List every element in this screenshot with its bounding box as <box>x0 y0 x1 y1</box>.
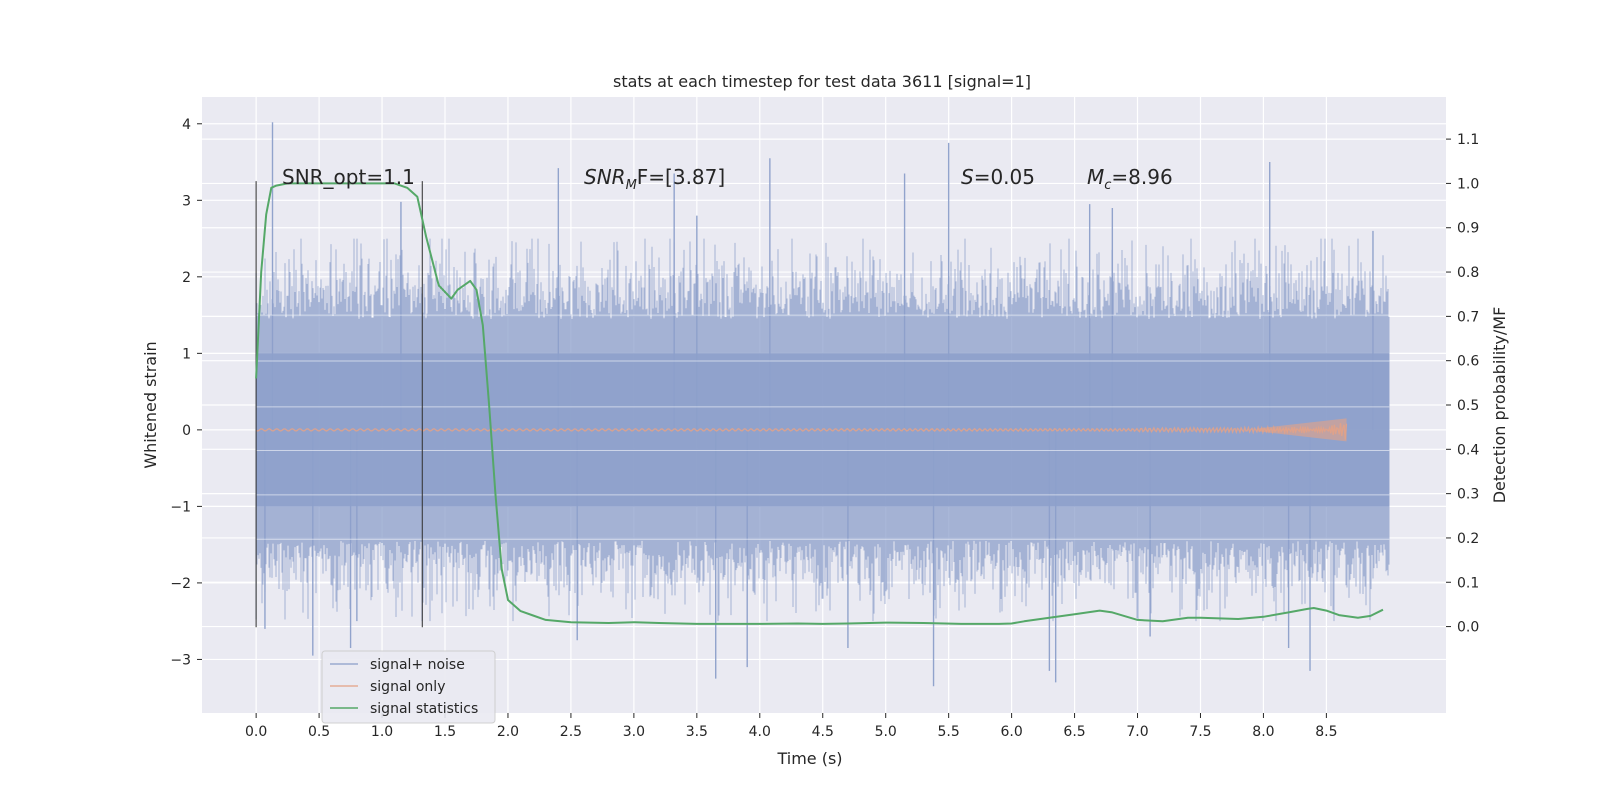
signal-statistics-line <box>255 182 1384 625</box>
mc-value: =8.96 <box>1111 165 1172 189</box>
y-tick-label: 2 <box>182 270 191 286</box>
y2-tick-label: 0.6 <box>1457 354 1479 370</box>
signal-only-line <box>255 423 1348 440</box>
legend-label-signal-statistics: signal statistics <box>370 701 478 717</box>
legend: signal+ noise signal only signal statist… <box>321 650 496 724</box>
x-tick-label: 7.5 <box>1189 724 1211 740</box>
x-tick-label: 6.5 <box>1063 724 1085 740</box>
y-tick-label: −1 <box>170 499 191 515</box>
x-tick-label: 2.5 <box>560 724 582 740</box>
x-tick-label: 5.5 <box>938 724 960 740</box>
y2-tick-label: 1.1 <box>1457 132 1479 148</box>
signal-noise-series <box>255 122 1390 687</box>
x-tick-label: 1.5 <box>434 724 456 740</box>
s-variable: S <box>961 165 974 189</box>
x-tick-label: 3.0 <box>623 724 645 740</box>
y2-tick-label: 0.4 <box>1457 442 1479 458</box>
y2-tick-label: 0.0 <box>1457 620 1479 636</box>
x-tick-label: 3.5 <box>686 724 708 740</box>
y2-tick-label: 0.8 <box>1457 265 1479 281</box>
snr-mf-annotation: SNRMF=[3.87] <box>584 165 725 193</box>
y-tick-label: −2 <box>170 576 191 592</box>
x-tick-label: 4.0 <box>749 724 771 740</box>
x-tick-label: 1.0 <box>371 724 393 740</box>
legend-label-signal-noise: signal+ noise <box>370 657 465 673</box>
snr-opt-annotation: SNR_opt=1.1 <box>282 165 415 189</box>
y-tick-label: 3 <box>182 193 191 209</box>
signal-only-series <box>255 418 1348 442</box>
y-tick-label: 0 <box>182 423 191 439</box>
x-tick-label: 4.5 <box>812 724 834 740</box>
x-tick-label: 0.5 <box>308 724 330 740</box>
legend-box <box>321 650 496 724</box>
y2-tick-label: 0.7 <box>1457 309 1479 325</box>
x-tick-label: 8.0 <box>1252 724 1274 740</box>
y2-tick-label: 1.0 <box>1457 176 1479 192</box>
s-annotation: S=0.05 <box>961 165 1035 189</box>
mc-subscript: c <box>1104 178 1111 193</box>
x-tick-label: 8.5 <box>1315 724 1337 740</box>
tick-labels: 0.0 0.5 1.0 1.5 2.0 2.5 3.0 3.5 4.0 4.5 5.0 5.5 6.0 6… <box>170 117 1479 740</box>
x-tick-label: 0.0 <box>245 724 267 740</box>
mc-annotation: Mc=8.96 <box>1087 165 1173 193</box>
x-tick-label: 7.0 <box>1126 724 1148 740</box>
chart-title: stats at each timestep for test data 361… <box>613 72 1031 91</box>
s-value: =0.05 <box>974 165 1035 189</box>
y2-tick-label: 0.9 <box>1457 221 1479 237</box>
snr-mf-suffix: F=[3.87] <box>637 165 725 189</box>
y-tick-label: −3 <box>170 652 191 668</box>
y-tick-label: 1 <box>182 346 191 362</box>
x-axis-label: Time (s) <box>776 749 842 768</box>
legend-label-signal-only: signal only <box>370 679 445 695</box>
snr-mf-prefix: SNR <box>584 165 626 189</box>
x-tick-label: 6.0 <box>1000 724 1022 740</box>
x-tick-label: 2.0 <box>497 724 519 740</box>
y2-tick-label: 0.5 <box>1457 398 1479 414</box>
x-tick-label: 5.0 <box>875 724 897 740</box>
y2-tick-label: 0.2 <box>1457 531 1479 547</box>
y-tick-label: 4 <box>182 117 191 133</box>
y-axis-label: Whitened strain <box>141 341 160 468</box>
y2-tick-label: 0.3 <box>1457 487 1479 503</box>
mc-variable: M <box>1087 165 1104 189</box>
snr-mf-subscript: M <box>626 178 637 193</box>
signal-chirp-peak <box>1258 418 1347 442</box>
boundary-markers <box>255 181 423 628</box>
y2-tick-label: 0.1 <box>1457 575 1479 591</box>
y2-axis-label: Detection probability/MF <box>1490 307 1509 504</box>
signal-statistics-series <box>255 182 1384 625</box>
